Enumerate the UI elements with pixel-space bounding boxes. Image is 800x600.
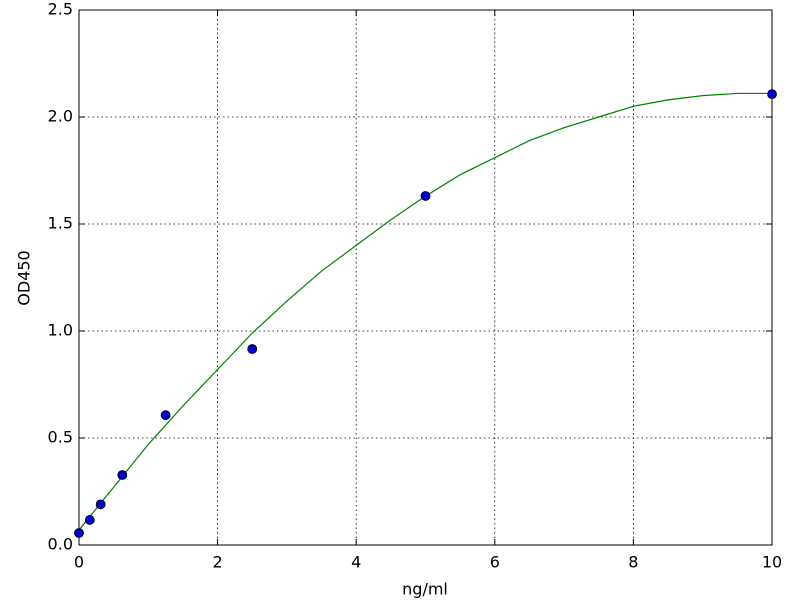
data-point — [160, 410, 171, 421]
x-tick-label: 0 — [74, 553, 84, 572]
x-tick-label: 2 — [213, 553, 223, 572]
data-point — [117, 470, 128, 480]
y-tick-label: 1.0 — [48, 321, 73, 340]
y-axis-label: OD450 — [15, 250, 34, 305]
data-point — [84, 515, 95, 525]
x-tick-label: 8 — [628, 553, 638, 572]
x-axis-label: ng/ml — [402, 580, 448, 599]
y-tick-label: 2.0 — [48, 107, 73, 126]
x-tick-label: 10 — [762, 553, 782, 572]
y-tick-label: 0.0 — [48, 535, 73, 554]
plot-frame — [78, 9, 773, 546]
data-point — [247, 344, 258, 354]
y-tick-label: 1.5 — [48, 214, 73, 233]
data-point — [74, 528, 84, 538]
fit-curve — [78, 92, 772, 531]
y-tick-label: 2.5 — [48, 0, 73, 19]
y-tick-label: 0.5 — [48, 428, 73, 447]
data-point — [420, 191, 431, 201]
x-tick-label: 6 — [490, 553, 500, 572]
data-point — [767, 89, 777, 100]
data-point — [95, 499, 106, 510]
x-tick-label: 4 — [351, 553, 361, 572]
